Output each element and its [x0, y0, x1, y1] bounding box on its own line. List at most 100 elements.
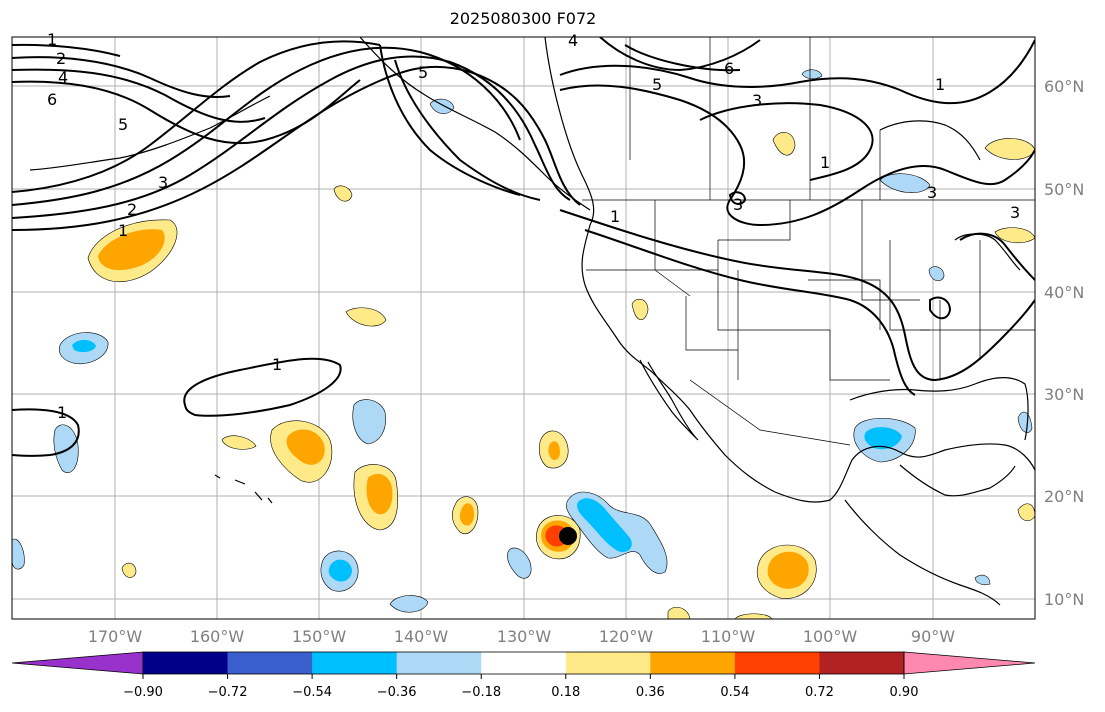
positive-anomaly-core: [366, 473, 393, 515]
colorbar-tick-label: 0.54: [720, 685, 749, 700]
positive-anomaly-core: [98, 229, 165, 271]
contour-label: 5: [118, 115, 128, 134]
contour-label: 3: [733, 195, 743, 214]
lon-label: 120°W: [599, 627, 654, 646]
colorbar: −0.90 −0.72 −0.54 −0.36 −0.18 0.18 0.36 0.54 0.7…: [11, 651, 1036, 700]
positive-anomaly-blob: [667, 606, 691, 619]
great-lakes-outline: [954, 233, 1021, 271]
contour-label: 6: [724, 59, 734, 78]
contour-label: 2: [127, 200, 137, 219]
map-frame: [11, 36, 1036, 620]
contour-line: [559, 84, 1035, 227]
contour-label: 4: [568, 31, 578, 50]
colorbar-swatch: [734, 652, 820, 674]
negative-anomaly-blob: [429, 98, 455, 114]
colorbar-tick-label: −0.54: [292, 685, 332, 700]
positive-anomaly-core: [459, 503, 474, 526]
lon-label: 130°W: [497, 627, 552, 646]
contour-line: [584, 229, 916, 396]
negative-anomaly-blob: [507, 547, 532, 579]
contour-line: [12, 408, 80, 457]
positive-anomaly-blob: [221, 435, 257, 450]
contour-line: [394, 59, 541, 201]
west-coast-outline: [544, 37, 1035, 503]
contour-line: [624, 44, 741, 72]
lat-label: 60°N: [1044, 77, 1084, 96]
contour-label: 1: [118, 221, 128, 240]
colorbar-tick-label: −0.36: [377, 685, 417, 700]
contour-line: [12, 43, 121, 57]
anomaly-fills: [12, 69, 1035, 619]
negative-anomaly-blob: [974, 574, 991, 586]
positive-anomaly-blob: [772, 132, 796, 156]
lon-label: 150°W: [292, 627, 347, 646]
contour-line: [12, 40, 381, 193]
contour-line: [12, 46, 521, 206]
negative-anomaly-core: [328, 559, 352, 582]
negative-anomaly-core: [72, 339, 96, 353]
negative-anomaly-blob: [928, 266, 945, 282]
political-borders: [582, 37, 1035, 446]
positive-anomaly-blob: [333, 185, 353, 202]
negative-anomaly-blob: [801, 69, 823, 80]
negative-anomaly-blob: [879, 173, 931, 194]
colorbar-swatch: [396, 652, 482, 674]
negative-anomaly-blob: [12, 538, 25, 570]
colorbar-extend-high: [903, 651, 1036, 675]
contour-label: 5: [652, 75, 662, 94]
graticule: [12, 37, 1035, 619]
storm-center-dot: [559, 527, 577, 545]
positive-anomaly-blob: [984, 138, 1035, 160]
colorbar-tick-label: 0.72: [805, 685, 834, 700]
lon-label: 110°W: [701, 627, 756, 646]
colorbar-swatch: [819, 652, 905, 674]
hawaii-islands: [214, 474, 273, 504]
gulf-coast-outline: [849, 377, 1029, 441]
positive-anomaly-core: [548, 441, 560, 460]
contour-label: 2: [56, 49, 66, 68]
contour-line: [12, 56, 231, 99]
colorbar-tick-label: 0.90: [890, 685, 919, 700]
contour-line: [959, 232, 1035, 281]
contour-label: 5: [418, 63, 428, 82]
lon-label: 170°W: [88, 627, 143, 646]
contour-line: [12, 65, 581, 231]
lat-label: 10°N: [1044, 590, 1084, 609]
positive-anomaly-blob: [345, 307, 387, 327]
contour-label: 3: [158, 173, 168, 192]
lat-label: 30°N: [1044, 385, 1084, 404]
colorbar-extend-low: [11, 651, 144, 675]
colorbar-tick-label: 0.18: [551, 685, 580, 700]
contour-line: [12, 79, 361, 145]
positive-anomaly-blob: [631, 298, 649, 321]
colorbar-swatch: [227, 652, 313, 674]
negative-anomaly-blob: [389, 595, 429, 613]
contour-line: [699, 102, 874, 181]
land-outlines: [29, 37, 1035, 606]
latitude-labels: 60°N 50°N 40°N 30°N 20°N 10°N: [1044, 77, 1084, 609]
contour-label: 1: [272, 355, 282, 374]
contour-line: [559, 209, 1035, 382]
contour-label: 3: [752, 91, 762, 110]
colorbar-swatch: [143, 652, 229, 674]
negative-anomaly-blob: [352, 399, 386, 445]
negative-anomaly-core: [577, 498, 632, 553]
colorbar-swatch: [565, 652, 651, 674]
contour-label: 1: [820, 153, 830, 172]
colorbar-tick-label: −0.90: [123, 685, 163, 700]
negative-anomaly-blob: [1017, 411, 1033, 433]
positive-anomaly-blob: [1017, 503, 1035, 522]
contour-label: 4: [58, 68, 68, 87]
baja-outline: [639, 359, 699, 441]
contour-label: 3: [1010, 203, 1020, 222]
lon-label: 140°W: [394, 627, 449, 646]
colorbar-outline: [142, 651, 905, 675]
contour-label: 1: [610, 207, 620, 226]
lat-label: 20°N: [1044, 487, 1084, 506]
contour-line: [728, 191, 747, 205]
colorbar-tick-label: 0.36: [636, 685, 665, 700]
contour-label: 1: [57, 403, 67, 422]
colorbar-tick-label: −0.18: [461, 685, 501, 700]
contour-label: 1: [47, 30, 57, 49]
